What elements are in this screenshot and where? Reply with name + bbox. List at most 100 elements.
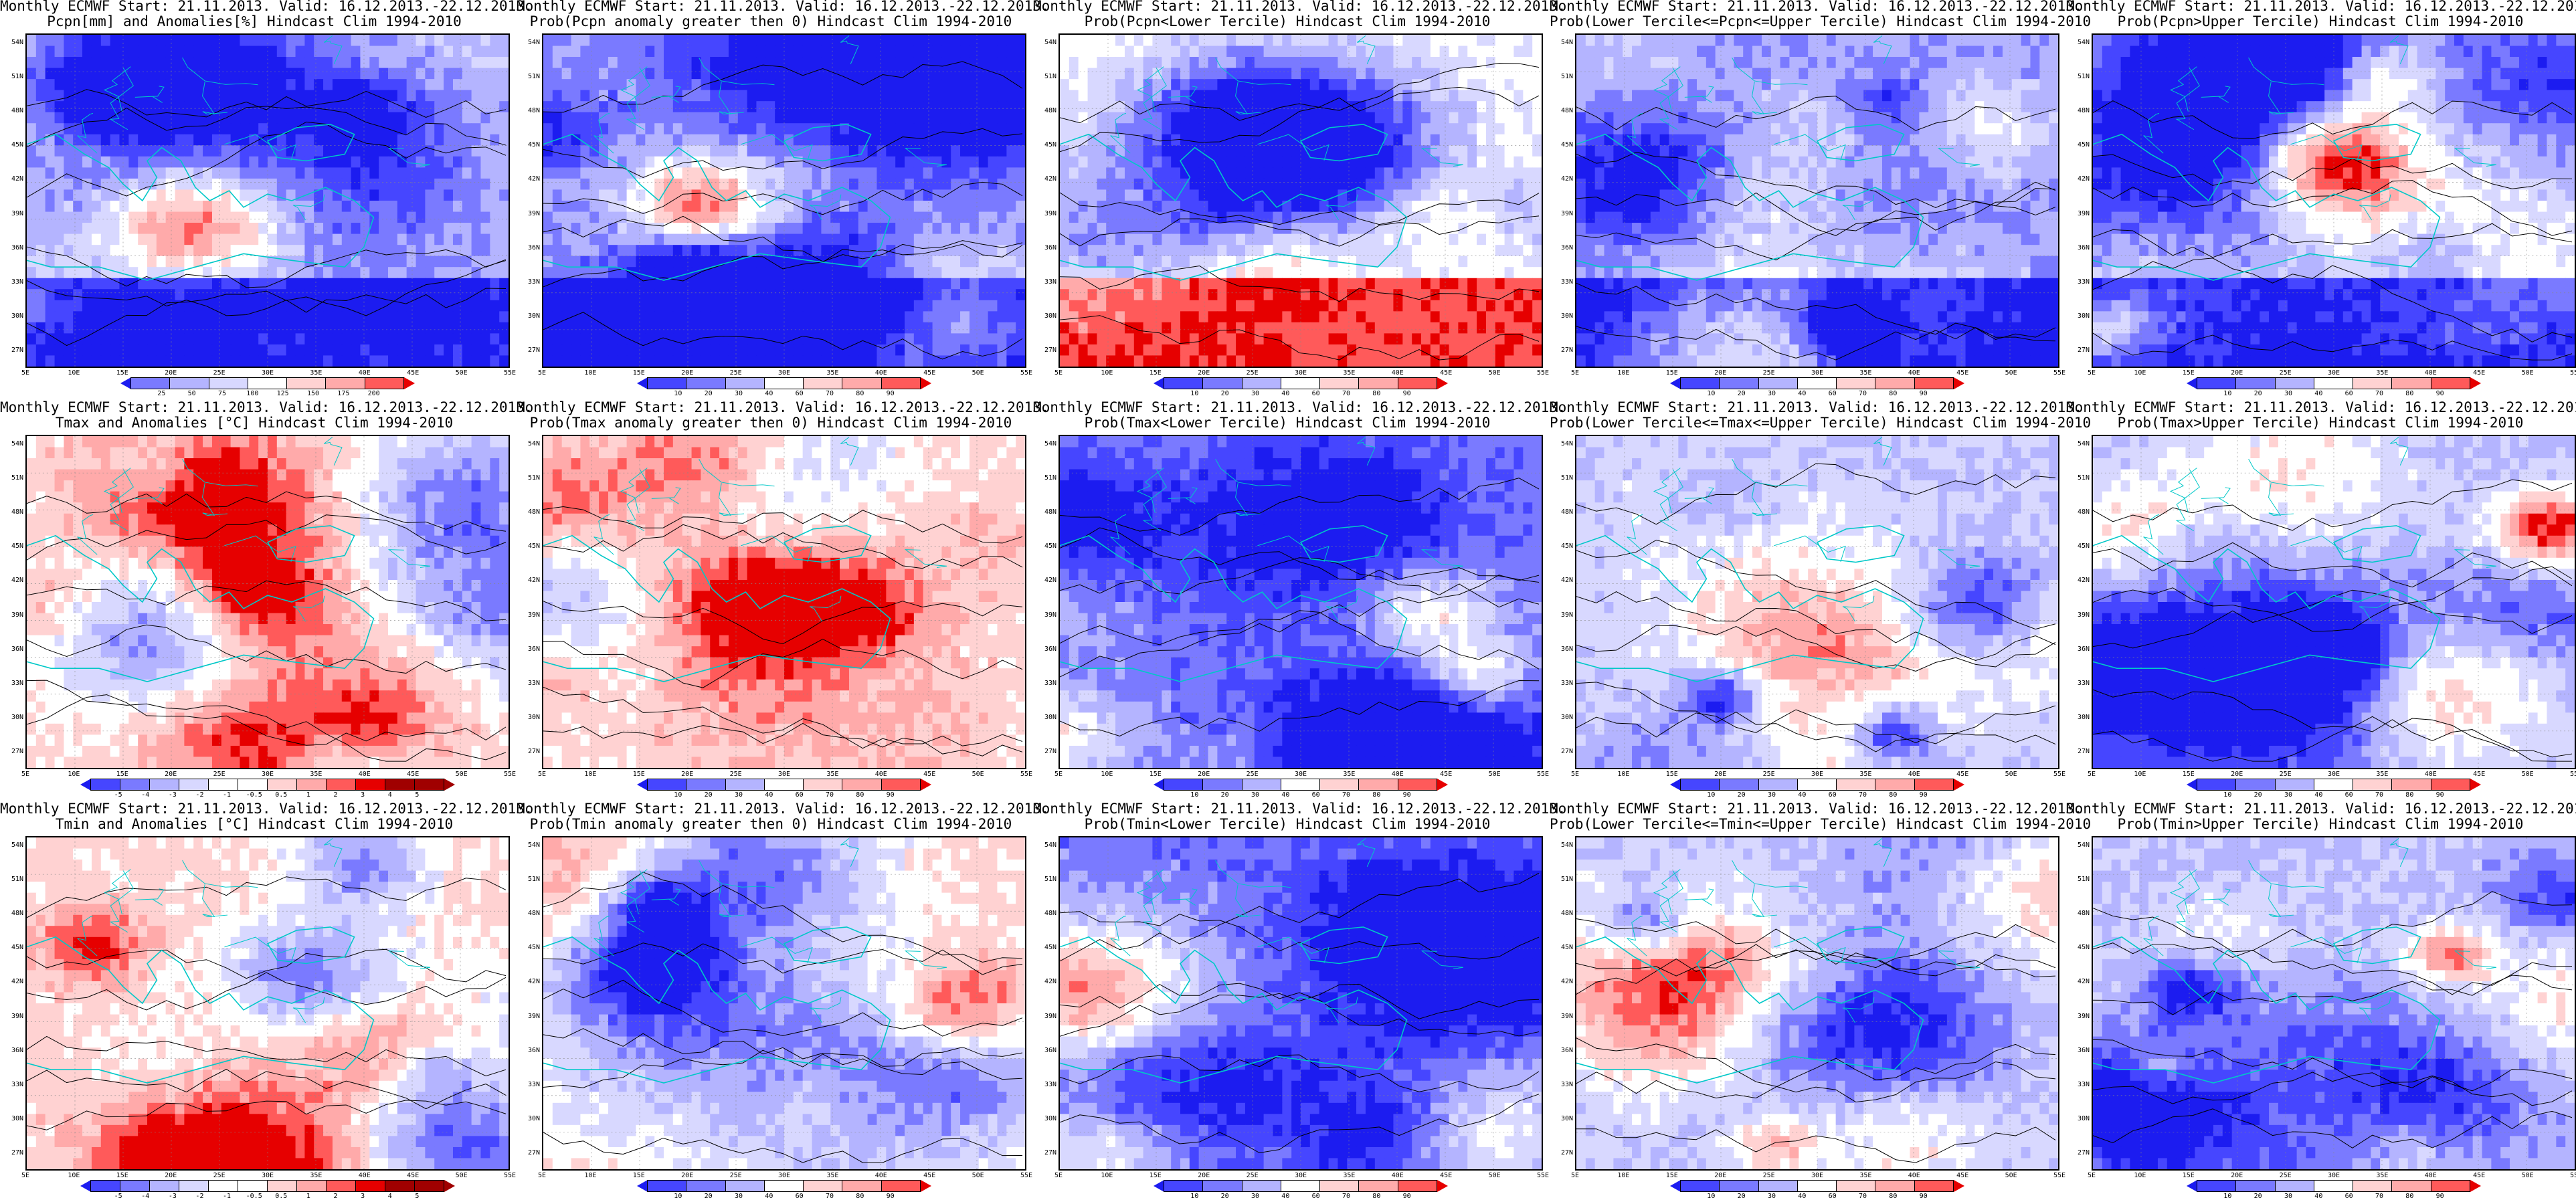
isoline [1576, 1037, 2056, 1103]
colorbar-swatch [1358, 377, 1398, 389]
lat-label: 39N [2074, 611, 2090, 619]
lon-label: 5E [529, 1172, 555, 1179]
shaded-field [1576, 35, 2058, 367]
colorbar-tick-label: 175 [337, 390, 349, 397]
map-frame [542, 435, 1026, 769]
lat-label: 42N [1040, 577, 1056, 584]
lat-label: 30N [1040, 714, 1056, 721]
lon-label: 20E [674, 771, 701, 778]
colorbar-swatch [130, 377, 171, 389]
lat-label: 48N [524, 508, 540, 516]
isoline [1060, 215, 1540, 247]
lon-label: 25E [2272, 1172, 2299, 1179]
lat-label: 54N [1040, 841, 1056, 849]
lon-label: 30E [254, 369, 281, 377]
lat-label: 36N [1040, 244, 1056, 252]
colorbar-ticks: 10 20 30 40 60 70 80 90 [1154, 390, 1448, 399]
lat-label: 39N [7, 210, 23, 217]
lon-label: 25E [206, 369, 233, 377]
lon-label: 40E [2417, 771, 2444, 778]
colorbar-swatch [1914, 1180, 1954, 1192]
colorbar [80, 779, 455, 791]
isoline [543, 1049, 1023, 1088]
lon-label: 40E [1901, 369, 1928, 377]
shaded-field [1060, 436, 1542, 768]
isoline [2093, 566, 2573, 632]
lon-label: 55E [1530, 1172, 1556, 1179]
lat-label: 39N [1040, 1013, 1056, 1020]
panel-title-line2: Prob(Tmax<Lower Tercile) Hindcast Clim 1… [1033, 415, 1542, 431]
isoline [2093, 975, 2573, 1015]
lat-label: 45N [2074, 141, 2090, 148]
lat-label: 27N [1557, 1149, 1573, 1157]
panel-title-line2: Tmin and Anomalies [°C] Hindcast Clim 19… [0, 817, 509, 832]
colorbar-swatch [1319, 779, 1360, 791]
lat-label: 33N [7, 1081, 23, 1088]
colorbar-tick-label: 80 [856, 390, 864, 397]
colorbar-max-arrow [2470, 779, 2481, 791]
map-frame [1575, 435, 2059, 769]
lon-label: 15E [1142, 369, 1169, 377]
panel-title-line2: Prob(Lower Tercile<=Tmax<=Upper Tercile)… [1550, 415, 2091, 431]
lon-label: 55E [2046, 1172, 2073, 1179]
panel-title-line1: Monthly ECMWF Start: 21.11.2013. Valid: … [1033, 400, 1566, 415]
lon-label: 25E [206, 771, 233, 778]
lon-label: 25E [206, 1172, 233, 1179]
isoline [27, 680, 507, 762]
isoline [1060, 478, 1540, 536]
colorbar-swatch [1280, 1180, 1321, 1192]
colorbar-swatch [2313, 779, 2354, 791]
forecast-panel-tmin-anom: Monthly ECMWF Start: 21.11.2013. Valid: … [0, 801, 533, 1204]
panel-title: Monthly ECMWF Start: 21.11.2013. Valid: … [1550, 400, 2091, 431]
lon-label: 25E [723, 369, 749, 377]
panel-title-line2: Prob(Pcpn anomaly greater then 0) Hindca… [517, 14, 1025, 29]
colorbar-min-arrow [1670, 1180, 1681, 1192]
isoline [543, 215, 1023, 262]
lat-label: 42N [7, 577, 23, 584]
shaded-field [1060, 837, 1542, 1169]
colorbar-swatch [881, 779, 921, 791]
lon-label: 5E [1045, 771, 1072, 778]
lon-label: 5E [2078, 771, 2105, 778]
lon-label: 40E [351, 771, 378, 778]
lat-label: 30N [7, 1115, 23, 1122]
colorbar-tick-label: 30 [2284, 390, 2292, 397]
colorbar-swatch [686, 377, 726, 389]
lon-label: 20E [157, 1172, 184, 1179]
lat-label: 51N [2074, 876, 2090, 883]
colorbar-tick-label: 90 [1403, 791, 1411, 799]
map-frame [25, 836, 510, 1171]
panel-title-line1: Monthly ECMWF Start: 21.11.2013. Valid: … [517, 801, 1050, 817]
lat-label: 36N [7, 244, 23, 252]
shaded-field [543, 837, 1025, 1169]
isoline [543, 872, 1023, 963]
lon-label: 10E [60, 1172, 87, 1179]
lon-label: 20E [157, 369, 184, 377]
colorbar-tick-label: 80 [1372, 390, 1380, 397]
lon-label: 55E [496, 771, 523, 778]
colorbar-tick-label: 70 [2375, 791, 2383, 799]
colorbar-swatch [803, 779, 843, 791]
colorbar-swatch [1358, 1180, 1398, 1192]
lat-label: 42N [1557, 978, 1573, 985]
colorbar-max-arrow [1437, 377, 1448, 389]
lat-label: 54N [524, 39, 540, 46]
colorbar-swatch [725, 377, 765, 389]
lon-label: 40E [868, 1172, 895, 1179]
colorbar-swatch [1719, 779, 1759, 791]
lon-label: 10E [577, 369, 604, 377]
colorbar-tick-label: 40 [1798, 1193, 1806, 1200]
colorbar-tick-label: 90 [887, 1193, 895, 1200]
lat-label: 39N [1557, 1013, 1573, 1020]
colorbar-tick-label: 80 [2405, 1193, 2413, 1200]
isoline [1576, 944, 2056, 995]
lon-label: 25E [723, 1172, 749, 1179]
lat-label: 30N [524, 1115, 540, 1122]
colorbar-swatch [364, 377, 404, 389]
lat-label: 51N [524, 73, 540, 80]
colorbar-swatch [1241, 1180, 1281, 1192]
isoline [2093, 891, 2573, 952]
colorbar-swatch [803, 1180, 843, 1192]
lat-label: 27N [524, 748, 540, 755]
lon-label: 35E [302, 1172, 329, 1179]
